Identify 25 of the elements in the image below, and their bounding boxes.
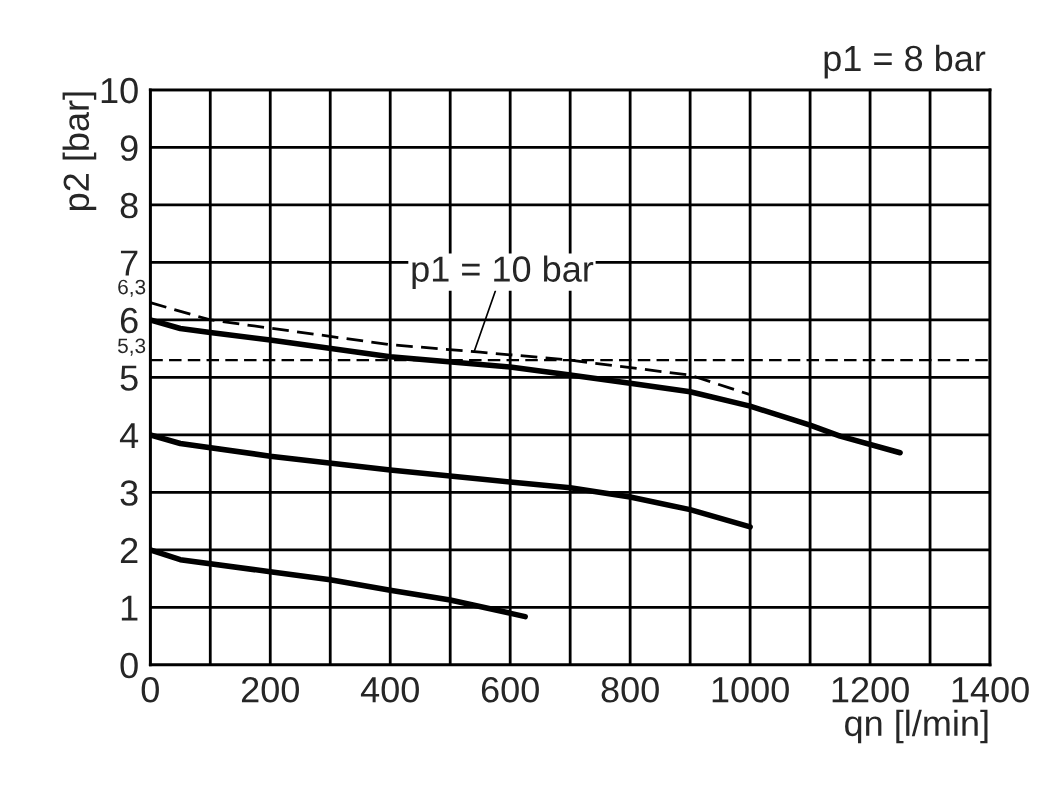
x-tick-label: 1200 (832, 676, 909, 703)
x-tick-label: 1000 (712, 676, 789, 703)
text: p1 = 8 bar (824, 44, 986, 79)
y-tick-label: 7 (120, 250, 138, 276)
annotation: 6,3 (118, 279, 146, 297)
y-axis-title: p2 [bar] (62, 92, 97, 211)
y-tick-label: 3 (120, 480, 138, 506)
y-tick-label: 1 (121, 595, 138, 621)
x-tick-label: 600 (481, 676, 539, 703)
y-tick-label: 6 (120, 307, 138, 334)
annotation: p1 = 10 bar (412, 255, 594, 290)
x-tick-label: 1400 (952, 676, 1029, 703)
y-tick-label: 8 (120, 192, 138, 219)
ref-line-label: 5,3 (117, 338, 146, 356)
y-tick-label: 4 (119, 423, 139, 448)
x-tick-label: 200 (241, 676, 299, 703)
x-tick-label: 800 (601, 676, 659, 703)
y-tick-label: 5 (120, 365, 138, 391)
y-tick-label: 10 (101, 77, 138, 104)
y-tick-label: 2 (120, 537, 138, 563)
x-tick-label: 400 (360, 676, 419, 703)
x-axis-title: qn [l/min] (845, 709, 988, 744)
y-tick-label: 0 (120, 652, 138, 679)
x-tick-label: 0 (141, 676, 159, 703)
y-tick-label: 9 (120, 135, 138, 161)
